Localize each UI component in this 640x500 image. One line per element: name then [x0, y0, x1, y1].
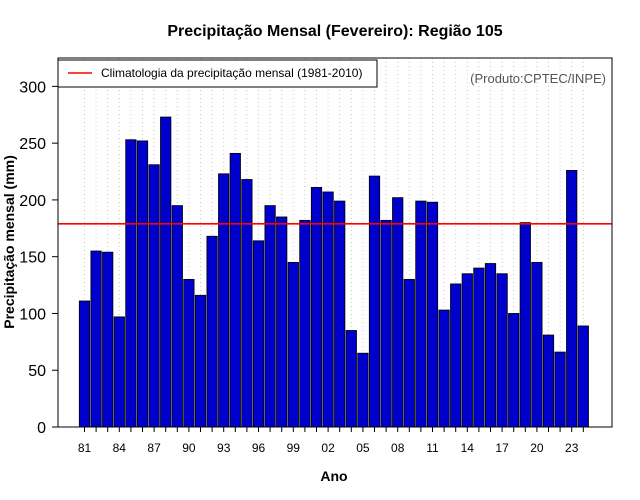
bar-89 — [171, 205, 183, 428]
x-tick-label: 87 — [147, 441, 161, 455]
bar-91 — [194, 294, 207, 428]
x-tick-label: 14 — [461, 441, 475, 455]
y-tick-label: 300 — [19, 79, 46, 96]
bar-23 — [566, 170, 578, 428]
bar-94 — [229, 152, 241, 428]
bar-15 — [473, 267, 485, 428]
bar-24 — [577, 325, 589, 428]
bar-22 — [554, 351, 566, 428]
x-axis: 81 84 87 90 93 96 99 02 05 08 11 14 17 20 23 — [78, 427, 584, 455]
bar-08 — [392, 197, 404, 428]
bar-97 — [264, 205, 276, 428]
y-tick-label: 100 — [19, 306, 46, 323]
x-tick-label: 02 — [321, 441, 335, 455]
bars-group — [78, 116, 589, 428]
bar-88 — [160, 116, 172, 428]
chart-title: Precipitação Mensal (Fevereiro): Região … — [167, 23, 502, 40]
bar-86 — [136, 140, 149, 428]
y-tick-label: 0 — [37, 420, 46, 437]
bar-09 — [403, 278, 415, 428]
bar-18 — [508, 313, 520, 428]
bar-14 — [461, 273, 473, 428]
y-tick-label: 50 — [28, 363, 46, 380]
x-tick-label: 23 — [565, 441, 579, 455]
x-tick-label: 17 — [495, 441, 509, 455]
x-tick-label: 05 — [356, 441, 370, 455]
bar-05 — [357, 352, 369, 428]
x-tick-label: 90 — [182, 441, 196, 455]
bar-99 — [287, 261, 299, 428]
x-tick-label: 08 — [391, 441, 405, 455]
bar-87 — [148, 164, 160, 428]
bar-95 — [241, 179, 253, 428]
bar-02 — [322, 191, 334, 428]
legend-label: Climatologia da precipitação mensal (198… — [101, 66, 362, 80]
bar-20 — [531, 261, 543, 428]
plot-frame — [57, 57, 613, 428]
y-axis-label: Precipitação mensal (mm) — [1, 155, 17, 329]
bar-17 — [496, 273, 508, 428]
y-tick-label: 150 — [19, 250, 46, 267]
bar-84 — [113, 316, 125, 428]
bar-93 — [218, 173, 230, 428]
y-tick-label: 200 — [19, 193, 46, 210]
x-tick-label: 99 — [287, 441, 301, 455]
bar-00 — [299, 219, 311, 428]
bar-16 — [484, 263, 497, 428]
bar-96 — [252, 240, 265, 428]
x-tick-label: 81 — [78, 441, 92, 455]
bar-92 — [206, 235, 218, 428]
bar-13 — [450, 283, 462, 428]
bar-83 — [102, 251, 114, 428]
bar-12 — [438, 309, 450, 428]
bar-11 — [426, 201, 439, 428]
legend: Climatologia da precipitação mensal (198… — [57, 59, 378, 88]
legend-box — [57, 59, 378, 88]
bar-98 — [276, 216, 288, 428]
y-tick-label: 250 — [19, 136, 46, 153]
bar-03 — [334, 200, 346, 428]
x-tick-label: 96 — [252, 441, 266, 455]
bar-06 — [368, 175, 381, 428]
x-tick-label: 20 — [530, 441, 544, 455]
bar-04 — [345, 330, 357, 428]
x-tick-label: 11 — [426, 441, 439, 455]
bar-82 — [90, 250, 102, 428]
bar-90 — [183, 278, 195, 428]
y-axis: 0 50 100 150 200 250 300 — [19, 79, 58, 437]
x-tick-label: 93 — [217, 441, 231, 455]
bar-21 — [542, 334, 555, 428]
bar-81 — [78, 300, 91, 428]
x-tick-label: 84 — [113, 441, 127, 455]
bar-19 — [519, 222, 531, 428]
bar-07 — [380, 219, 392, 428]
bar-10 — [415, 200, 427, 428]
credit-text: (Produto:CPTEC/INPE) — [470, 71, 606, 86]
bar-85 — [125, 139, 137, 428]
x-axis-label: Ano — [320, 468, 347, 484]
